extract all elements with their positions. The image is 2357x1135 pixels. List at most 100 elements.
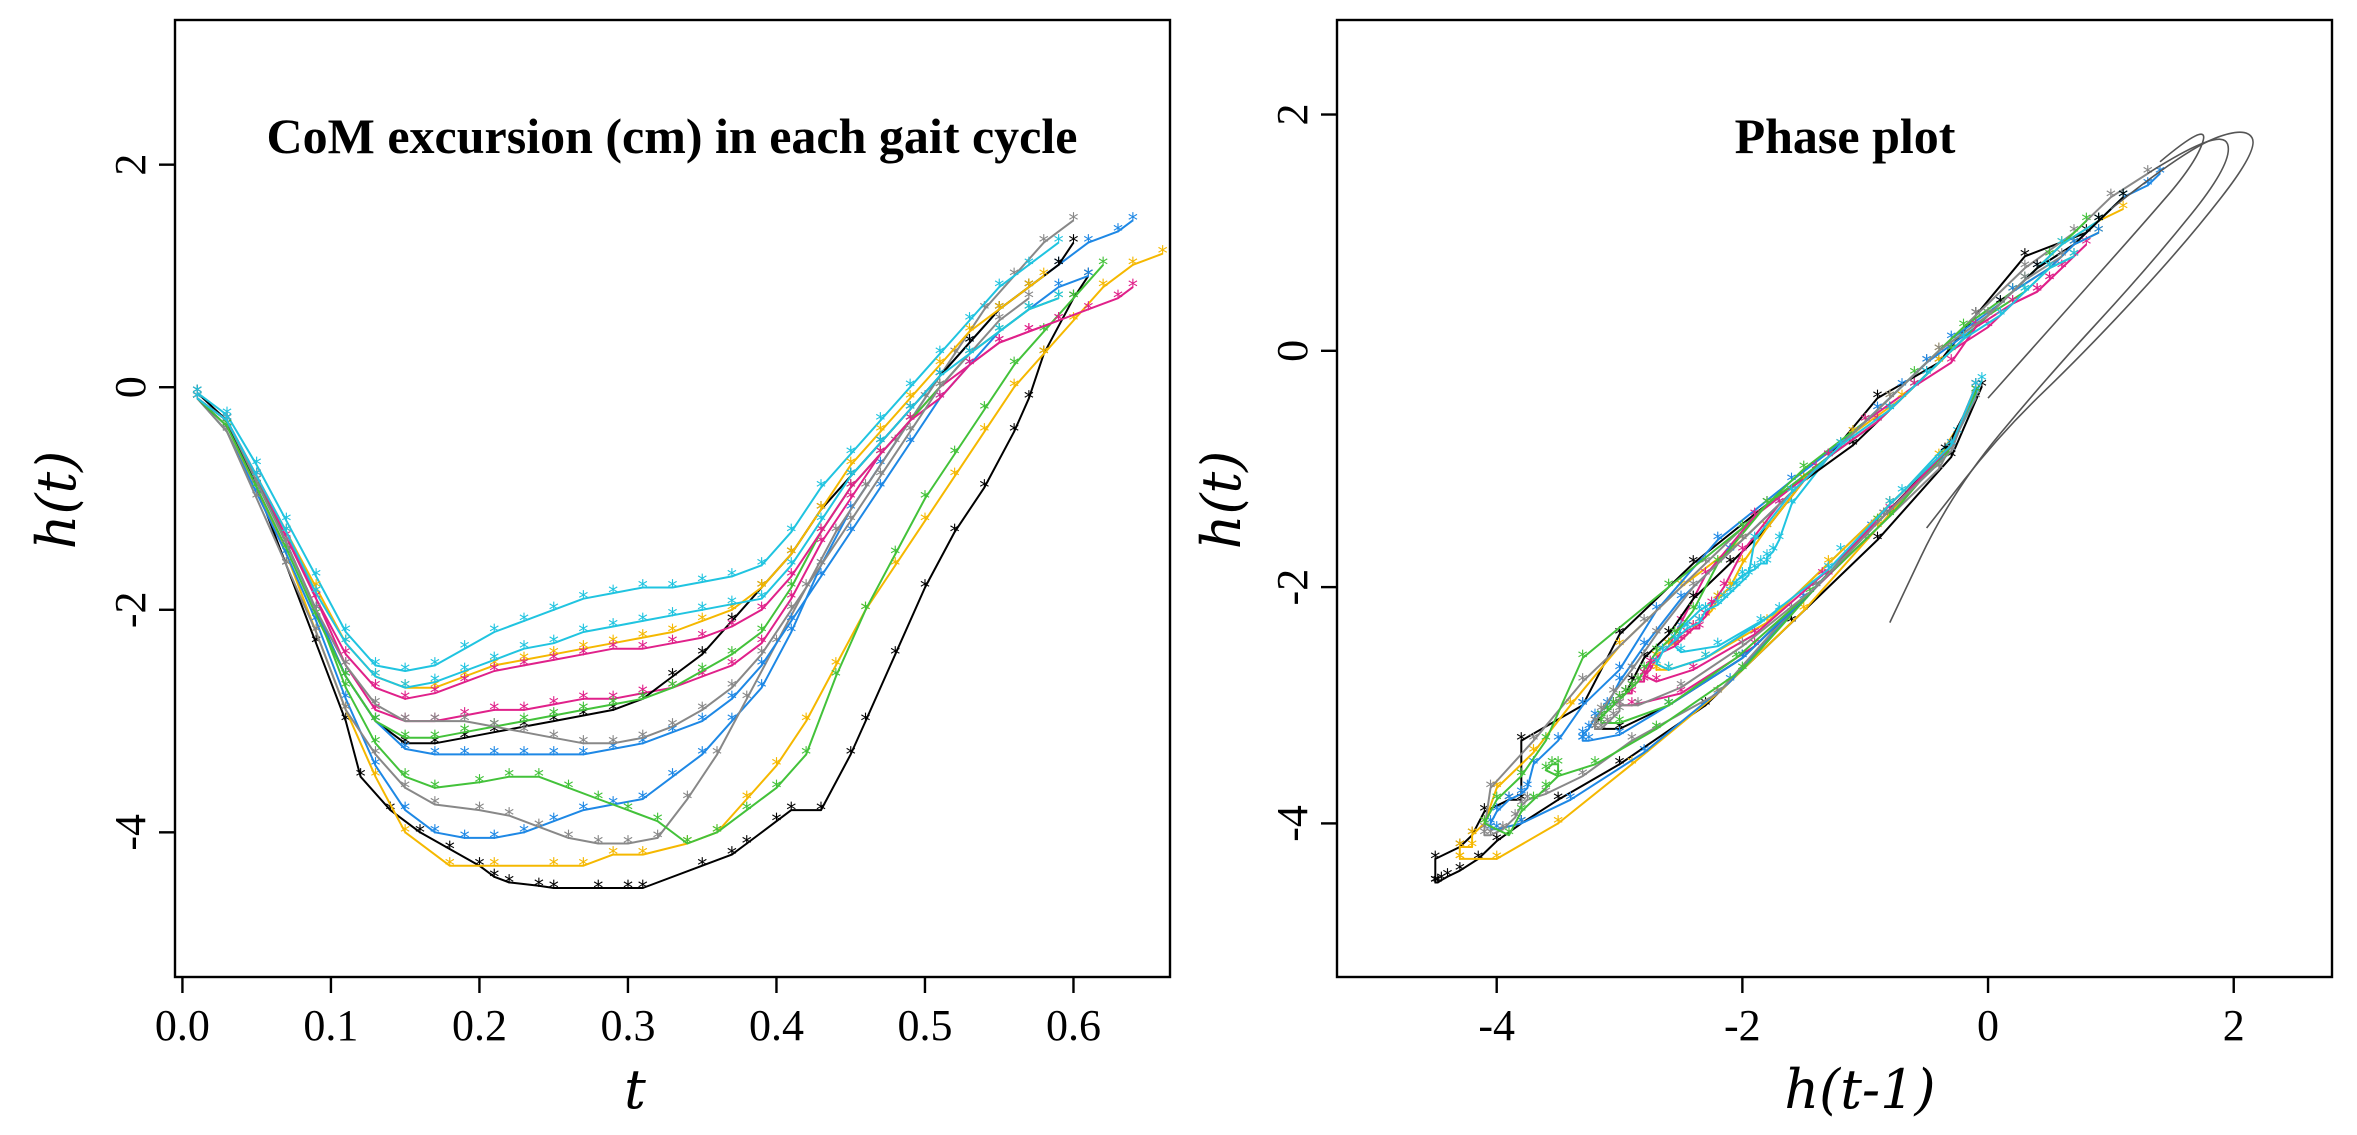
phase-point: *	[1553, 752, 1563, 776]
data-point: *	[489, 826, 499, 850]
data-point: *	[519, 715, 529, 739]
data-point: *	[965, 353, 975, 377]
phase-point: *	[1787, 481, 1797, 505]
data-point: *	[430, 776, 440, 800]
data-point: *	[252, 464, 262, 488]
data-point: *	[965, 320, 975, 344]
data-point: *	[727, 709, 737, 733]
data-point: *	[905, 420, 915, 444]
data-point: *	[697, 854, 707, 878]
phase-point: *	[1737, 528, 1747, 552]
phase-point: *	[1707, 599, 1717, 623]
data-point: *	[534, 815, 544, 839]
data-point: *	[727, 609, 737, 633]
data-point: *	[608, 731, 618, 755]
data-point: *	[846, 453, 856, 477]
phase-point: *	[1608, 705, 1618, 729]
data-point: *	[578, 698, 588, 722]
phase-point: *	[1615, 658, 1625, 682]
data-point: *	[875, 464, 885, 488]
phase-point: *	[1621, 681, 1631, 705]
left-x-ticks: 0.0 0.1 0.2 0.3 0.4 0.5 0.6	[155, 977, 1101, 1050]
phase-point: *	[1694, 599, 1704, 623]
data-point: *	[504, 765, 514, 789]
phase-point: *	[2106, 185, 2116, 209]
phase-point: *	[1750, 528, 1760, 552]
data-point: *	[1113, 286, 1123, 310]
data-point: *	[950, 520, 960, 544]
phase-point: *	[1529, 741, 1539, 765]
data-point: *	[578, 742, 588, 766]
phase-point: *	[1498, 817, 1508, 841]
data-point: *	[816, 798, 826, 822]
phase-point: *	[1615, 622, 1625, 646]
data-point: *	[430, 676, 440, 700]
phase-point: *	[1701, 599, 1711, 623]
phase-point: *	[1615, 717, 1625, 741]
left-x-tick-label: 0.2	[452, 1001, 507, 1050]
phase-point: *	[1547, 752, 1557, 776]
phase-point: *	[2069, 244, 2079, 268]
data-point: *	[727, 598, 737, 622]
return-loop-3	[1987, 133, 2205, 399]
phase-point: *	[1486, 776, 1496, 800]
phase-point: *	[2069, 244, 2079, 268]
phase-point: *	[1602, 693, 1612, 717]
left-x-tick-label: 0.3	[600, 1001, 655, 1050]
left-x-axis-label: t	[624, 1058, 646, 1121]
data-point: *	[1128, 208, 1138, 232]
data-point: *	[1098, 253, 1108, 277]
right-y-axis-label: h(t)	[1190, 451, 1253, 550]
data-point: *	[593, 831, 603, 855]
phase-point: *	[1455, 847, 1465, 871]
phase-point: *	[1455, 835, 1465, 859]
data-point: *	[549, 809, 559, 833]
data-point: *	[816, 498, 826, 522]
data-point: *	[1009, 420, 1019, 444]
data-point: *	[578, 642, 588, 666]
phase-point: *	[1664, 622, 1674, 646]
phase-point: *	[1590, 717, 1600, 741]
data-point: *	[727, 653, 737, 677]
phase-point: *	[2094, 209, 2104, 233]
data-point: *	[742, 787, 752, 811]
data-point: *	[668, 720, 678, 744]
phase-point: *	[1946, 439, 1956, 463]
phase-point: *	[1676, 640, 1686, 664]
data-point: *	[920, 487, 930, 511]
phase-point: *	[1615, 693, 1625, 717]
data-point: *	[965, 331, 975, 355]
data-point: *	[638, 687, 648, 711]
data-point: *	[370, 676, 380, 700]
data-point: *	[831, 653, 841, 677]
data-point: *	[489, 865, 499, 889]
data-point: *	[341, 687, 351, 711]
data-point: *	[638, 681, 648, 705]
phase-point: *	[1430, 870, 1440, 894]
phase-point: *	[1578, 670, 1588, 694]
data-point: *	[593, 876, 603, 900]
data-point: *	[341, 709, 351, 733]
data-point: *	[668, 715, 678, 739]
phase-point: *	[1615, 693, 1625, 717]
phase-point: *	[1879, 504, 1889, 528]
phase-point: *	[1737, 658, 1747, 682]
phase-point: *	[1529, 752, 1539, 776]
phase-point: *	[1713, 681, 1723, 705]
phase-point: *	[1762, 492, 1772, 516]
data-point: *	[697, 570, 707, 594]
right-panel: ****************** * ** * ******************…	[1190, 18, 2334, 1121]
data-point: *	[831, 520, 841, 544]
series-line-2	[196, 252, 1163, 867]
phase-point: *	[1516, 782, 1526, 806]
data-point: *	[727, 843, 737, 867]
phase-point: *	[1688, 616, 1698, 640]
phase-point: *	[1971, 386, 1981, 410]
phase-point: *	[1977, 368, 1987, 392]
data-point: *	[979, 420, 989, 444]
phase-point: *	[1578, 729, 1588, 753]
left-x-tick-label: 0.0	[155, 1001, 210, 1050]
data-point: *	[445, 837, 455, 861]
left-x-tick-label: 0.4	[749, 1001, 804, 1050]
data-point: *	[668, 631, 678, 655]
